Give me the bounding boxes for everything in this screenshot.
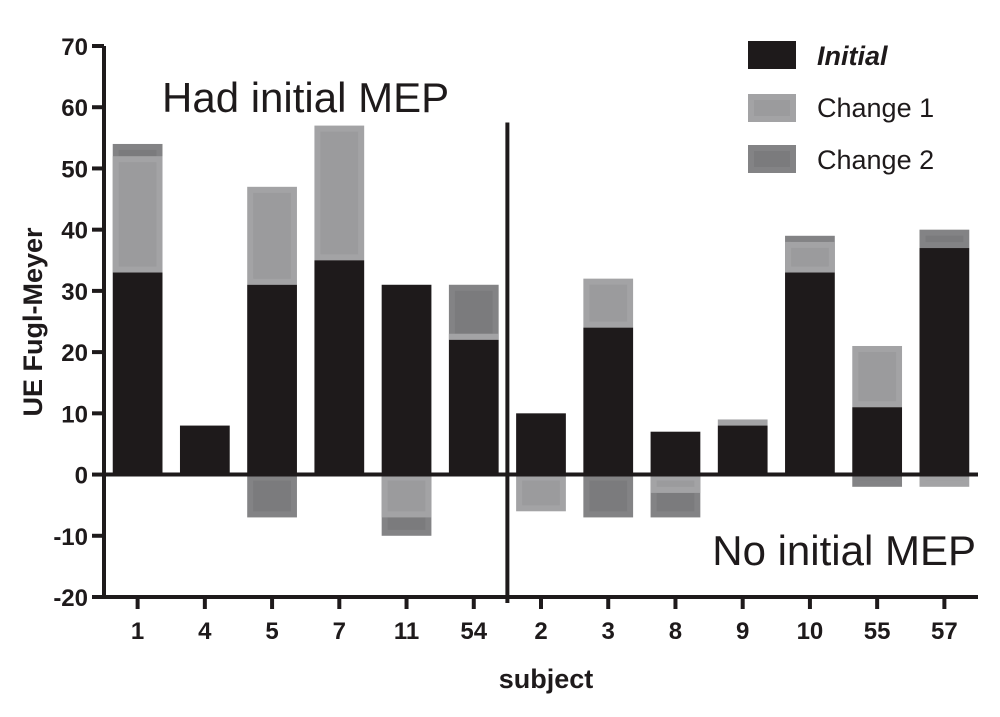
bars-layer: [112, 125, 970, 536]
x-tick-label: 8: [669, 618, 682, 645]
legend-swatch-initial: [748, 41, 796, 69]
bar-change-1-inner-1: [118, 162, 157, 267]
y-tick-label: -10: [53, 524, 88, 551]
bar-initial-9: [717, 425, 768, 475]
annotation-had-initial-mep: Had initial MEP: [162, 74, 449, 121]
bar-change-2-inner-3: [589, 480, 628, 512]
x-tick-label: 9: [736, 618, 749, 645]
bar-initial-11: [381, 284, 432, 475]
annotation-no-initial-mep: No initial MEP: [712, 527, 976, 574]
legend: Initial Change 1 Change 2: [748, 41, 934, 175]
bar-initial-2: [516, 413, 566, 475]
x-axis-title: subject: [499, 664, 594, 694]
bar-change-1-inner-5: [253, 192, 291, 279]
bar-initial-54: [448, 339, 499, 475]
legend-label-change-1: Change 1: [817, 93, 934, 123]
bar-initial-7: [314, 260, 365, 475]
y-tick-label: 10: [61, 401, 88, 428]
x-tick-label: 5: [265, 618, 278, 645]
bar-change-1-inner-8: [656, 480, 695, 487]
x-tick-label: 57: [931, 618, 958, 645]
x-ticks-layer: 1 4 5 7 11 54 2 3 8 9 10 55 57: [131, 597, 958, 645]
bar-initial-3: [583, 327, 634, 475]
y-tick-label: -20: [53, 585, 88, 612]
x-tick-label: 54: [460, 618, 487, 645]
bar-change-2-inner-54: [454, 290, 493, 334]
bar-initial-4: [179, 425, 230, 475]
y-tick-label: 60: [61, 95, 88, 122]
axes-layer: [102, 46, 978, 603]
bar-change-2-inner-5: [253, 480, 291, 512]
x-tick-label: 10: [797, 618, 824, 645]
bar-change-1-inner-11: [387, 480, 426, 512]
x-tick-label: 4: [198, 618, 212, 645]
bar-change-1-9: [717, 419, 768, 426]
bar-change-1-inner-3: [589, 284, 628, 322]
bar-initial-5: [247, 284, 297, 475]
bar-change-1-54: [448, 333, 499, 340]
x-tick-label: 11: [394, 618, 419, 645]
y-tick-label: 40: [61, 218, 88, 245]
y-tick-label: 30: [61, 279, 88, 306]
bar-change-1-inner-10: [791, 247, 829, 267]
legend-label-change-2: Change 2: [817, 145, 934, 175]
x-tick-label: 3: [602, 618, 615, 645]
y-tick-label: 70: [61, 34, 88, 61]
y-axis-title: UE Fugl-Meyer: [18, 227, 48, 417]
bar-initial-10: [785, 272, 835, 475]
x-tick-label: 55: [864, 618, 891, 645]
y-tick-label: 0: [75, 463, 88, 490]
bar-initial-8: [650, 431, 701, 475]
x-tick-label: 2: [534, 618, 547, 645]
legend-label-initial: Initial: [817, 41, 888, 71]
y-tick-label: 50: [61, 156, 88, 183]
legend-swatch-change-1-inner: [754, 100, 790, 116]
bar-initial-1: [112, 272, 163, 475]
bar-initial-55: [852, 407, 903, 475]
bar-change-1-inner-7: [320, 131, 359, 255]
x-tick-label: 1: [131, 618, 144, 645]
bar-change-2-inner-57: [925, 235, 964, 243]
bar-initial-57: [919, 248, 970, 475]
x-tick-label: 7: [333, 618, 346, 645]
y-tick-label: 20: [61, 340, 88, 367]
legend-swatch-change-2-inner: [754, 151, 790, 167]
y-ticks-layer: 70 60 50 40 30 20 10 0 -10 -20: [53, 34, 104, 612]
bar-change-1-inner-2: [522, 480, 560, 506]
bar-change-1-inner-55: [858, 351, 897, 402]
